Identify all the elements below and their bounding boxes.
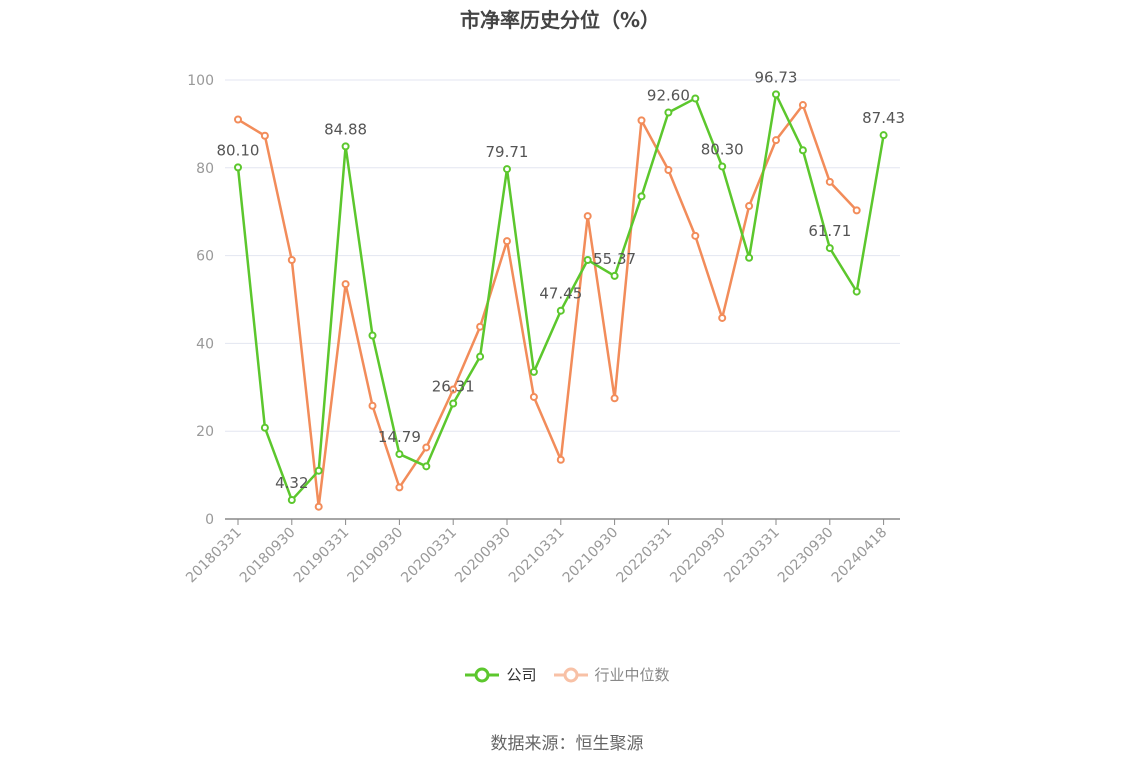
data-point-company [718,162,727,171]
data-point-company [583,255,592,264]
legend: 公司 行业中位数 [0,664,1134,685]
x-tick-label: 20180331 [183,525,245,587]
data-point-industry [287,255,296,264]
data-point-company [825,244,834,253]
data-point-company [879,131,888,140]
data-label: 96.73 [755,68,798,86]
y-tick-label: 40 [196,336,214,352]
data-labels: 80.10 4.32 84.88 14.79 26.31 79.71 47.45 55.37 9… [217,68,906,492]
data-point-company [664,108,673,117]
data-point-company [610,271,619,280]
data-point-company [476,352,485,361]
data-label: 14.79 [378,428,421,446]
data-label: 80.10 [217,141,260,159]
data-point-industry [529,392,538,401]
data-label: 4.32 [275,474,308,492]
x-tick-label: 20190930 [345,525,407,587]
legend-label-industry: 行业中位数 [594,666,670,684]
y-tick-label: 0 [205,512,214,528]
data-point-company [260,423,269,432]
data-point-industry [395,483,404,492]
data-point-industry [798,101,807,110]
data-point-industry [852,206,861,215]
x-tick-label: 20200930 [452,525,514,587]
chart-title: 市净率历史分位（%） [459,8,661,32]
data-point-company [234,163,242,172]
data-point-industry [503,237,511,246]
data-point-company [556,306,565,315]
data-point-industry [583,212,592,221]
data-point-company [529,367,538,376]
data-point-industry [745,201,754,210]
data-point-company [314,466,323,475]
data-point-company [449,399,458,408]
data-point-company [798,146,807,155]
legend-line-circle-icon [553,667,588,682]
data-point-company [691,94,700,103]
data-label: 79.71 [486,143,529,161]
source-note: 数据来源：恒生聚源 [490,734,644,754]
x-tick-label: 20220331 [614,525,676,587]
data-point-industry [422,443,431,452]
data-label: 55.37 [593,250,636,268]
data-label: 87.43 [862,109,905,127]
x-tick-label: 20200331 [398,525,460,587]
x-tick-label: 20240418 [829,525,891,587]
y-tick-label: 100 [187,73,214,89]
data-label: 61.71 [808,222,851,240]
data-point-industry [718,313,727,322]
data-point-company [368,331,377,340]
data-label: 80.30 [701,140,744,158]
data-label: 92.60 [647,86,690,104]
data-point-industry [637,116,646,125]
data-point-industry [476,322,485,331]
data-point-company [341,142,350,151]
x-tick-label: 20230930 [775,525,837,587]
data-point-industry [368,401,377,410]
data-point-industry [664,165,673,174]
data-label: 84.88 [324,120,367,138]
x-tick-label: 20190331 [291,525,353,587]
x-tick-label: 20220930 [667,525,729,587]
data-point-company [772,90,780,99]
legend-line-circle-icon [465,667,500,682]
data-label: 26.31 [432,377,475,395]
data-point-industry [691,231,700,240]
axes: 0 20 40 60 80 100 2018033120180930201903312019… [183,73,900,586]
x-tick-label: 20180930 [237,525,299,587]
data-point-industry [260,131,269,140]
series-line-industry [237,103,858,508]
data-point-industry [825,177,834,186]
data-point-company [287,496,296,505]
data-point-industry [449,385,458,394]
x-tick-label: 20230331 [721,525,783,587]
y-tick-label: 80 [196,161,214,177]
series-lines [234,90,888,511]
x-tick-label: 20210930 [560,525,622,587]
data-point-industry [610,394,619,403]
y-tick-label: 60 [196,249,214,265]
data-point-industry [341,280,350,289]
data-point-company [422,462,431,471]
data-point-industry [772,136,780,145]
data-point-company [395,450,404,459]
data-label: 47.45 [539,285,582,303]
legend-label-company: 公司 [506,666,537,684]
legend-item-company[interactable]: 公司 [464,664,537,685]
data-point-industry [234,115,242,124]
data-point-industry [314,502,323,511]
data-point-industry [556,455,565,464]
y-tick-label: 20 [196,424,214,440]
data-point-company [745,253,754,262]
x-tick-label: 20210331 [506,525,568,587]
data-point-company [637,192,646,201]
data-point-company [852,287,861,296]
legend-item-industry[interactable]: 行业中位数 [553,664,670,685]
data-point-company [503,165,511,174]
